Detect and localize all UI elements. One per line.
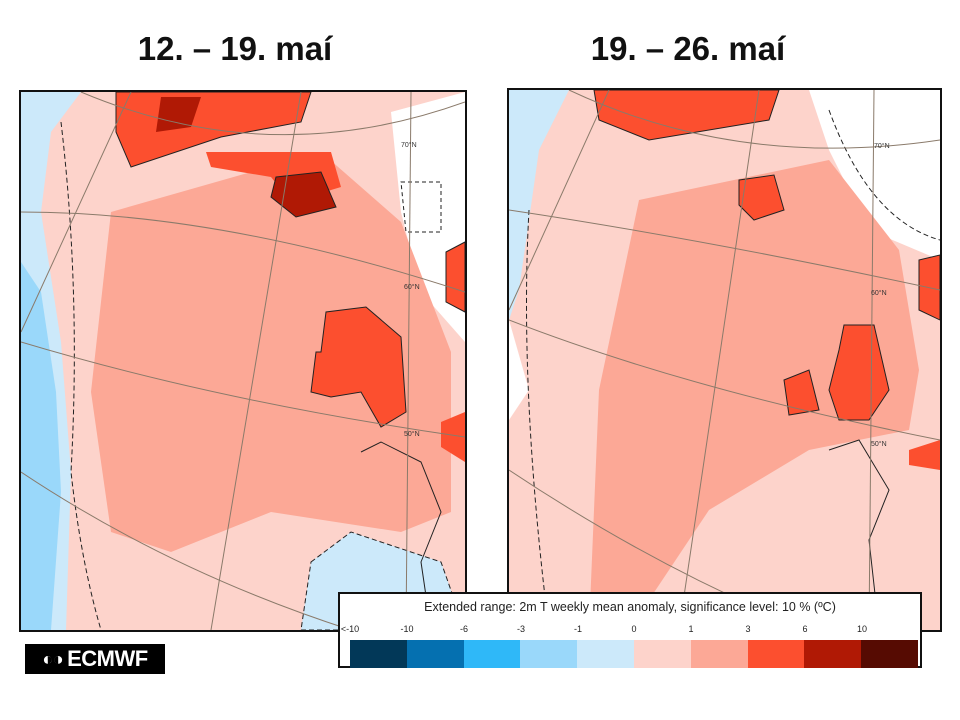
legend-swatch [463,640,521,668]
legend-swatch [350,640,407,668]
map-week2: 70°N 60°N 50°N [507,88,942,632]
legend-title: Extended range: 2m T weekly mean anomaly… [424,600,836,614]
panel-title-week1: 12. – 19. maí [137,30,333,67]
lat-label-60: 60°N [404,283,420,291]
legend-swatch [633,640,691,668]
legend-tick: 0 [631,624,637,634]
legend-swatch [804,640,862,668]
lat-label-70: 70°N [401,141,417,149]
lat-label-70: 70°N [874,142,890,150]
panel-title-week2: 19. – 26. maí [590,30,786,67]
ecmwf-logo: ◐◑ ECMWF [25,644,165,674]
legend-swatch [406,640,464,668]
ecmwf-logo-icon: ◐◑ [42,648,64,669]
legend-color-bar [350,640,918,668]
legend-tick: 6 [802,624,808,634]
legend-tick: -6 [459,624,469,634]
map-week1: 70°N 60°N 50°N [19,90,467,632]
legend-swatch [747,640,805,668]
legend-tick: 10 [856,624,868,634]
color-legend: Extended range: 2m T weekly mean anomaly… [338,592,922,668]
legend-tick: -1 [573,624,583,634]
legend-swatch [577,640,634,668]
lat-label-60: 60°N [871,289,887,297]
legend-tick: 3 [745,624,751,634]
legend-swatch [690,640,748,668]
legend-swatch [520,640,578,668]
legend-tick: 1 [688,624,694,634]
lat-label-50: 50°N [404,430,420,438]
legend-tick: -3 [516,624,526,634]
ecmwf-logo-text: ECMWF [67,646,148,671]
legend-tick: -10 [400,624,414,634]
legend-swatch [861,640,918,668]
lat-label-50: 50°N [871,440,887,448]
legend-tick: <-10 [340,624,360,634]
